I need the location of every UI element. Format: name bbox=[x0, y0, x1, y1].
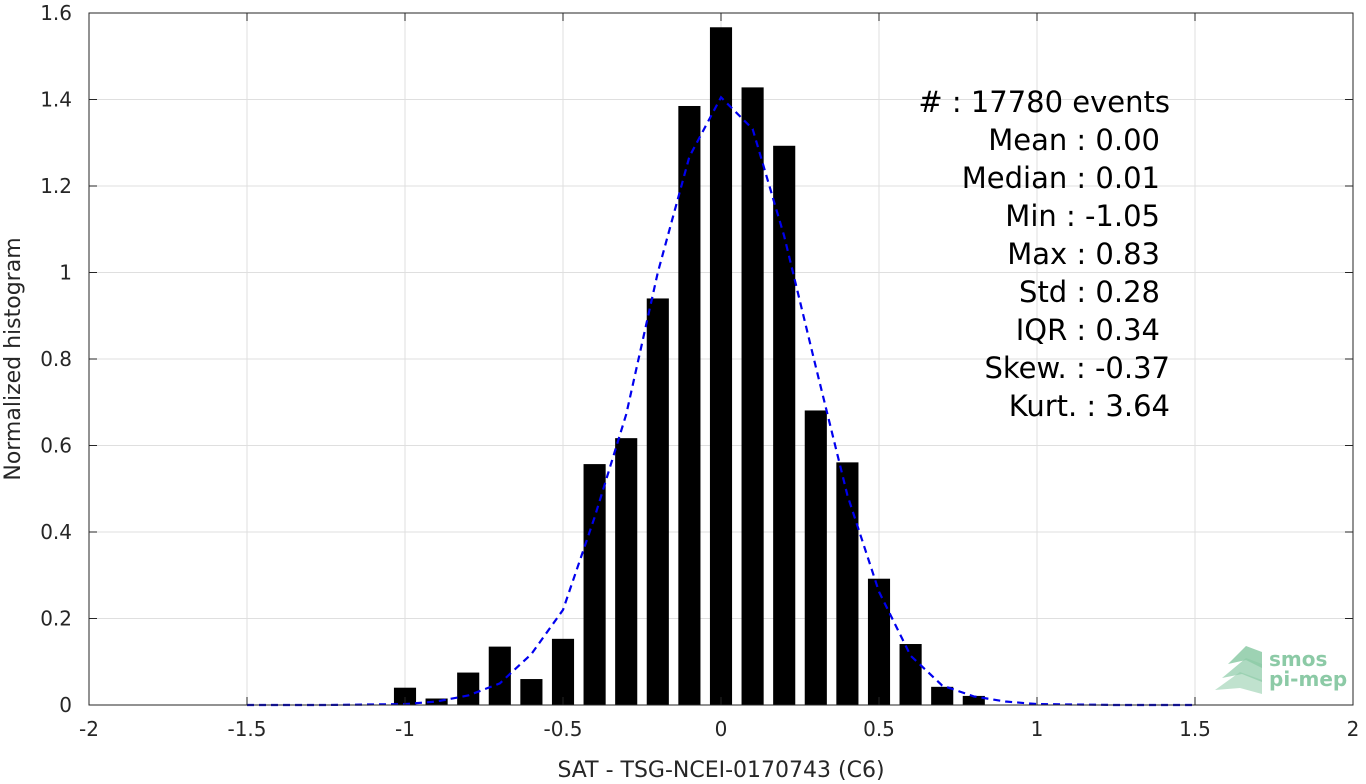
histogram-bar bbox=[836, 462, 859, 705]
y-tick-label: 0.2 bbox=[40, 607, 72, 631]
y-axis-label: Normalized histogram bbox=[1, 237, 26, 480]
y-tick-label: 1.2 bbox=[40, 174, 72, 198]
histogram-bars bbox=[393, 27, 985, 706]
histogram-bar bbox=[551, 638, 575, 705]
histogram-bar bbox=[962, 695, 985, 705]
y-tick-label: 0 bbox=[59, 693, 72, 717]
histogram-bar bbox=[931, 686, 954, 705]
y-tick-labels: 0 0.2 0.4 0.6 0.8 1 1.2 1.4 1.6 bbox=[40, 1, 72, 717]
y-tick-label: 1 bbox=[59, 261, 72, 285]
logo-line1: smos bbox=[1269, 647, 1327, 671]
y-tick-label: 0.4 bbox=[40, 520, 72, 544]
stat-line: Min : -1.05 bbox=[1005, 199, 1160, 233]
x-tick-label: 2 bbox=[1347, 717, 1360, 741]
histogram-bar bbox=[773, 145, 796, 706]
logo-mark-icon bbox=[1215, 646, 1262, 694]
x-tick-label: -1.5 bbox=[227, 717, 266, 741]
fit-curve bbox=[247, 95, 1195, 707]
x-tick-labels: -2 -1.5 -1 -0.5 0 0.5 1 1.5 2 bbox=[79, 717, 1359, 741]
histogram-bar bbox=[615, 438, 638, 705]
x-tick-label: -2 bbox=[79, 717, 99, 741]
stat-line: Kurt. : 3.64 bbox=[1009, 389, 1170, 423]
stat-line: # : 17780 events bbox=[918, 85, 1170, 119]
x-tick-label: 1.5 bbox=[1179, 717, 1211, 741]
x-tick-label: 1 bbox=[1031, 717, 1044, 741]
histogram-bar bbox=[867, 578, 891, 705]
stat-line: Median : 0.01 bbox=[962, 161, 1160, 195]
smos-pi-mep-logo: smos pi-mep bbox=[1215, 646, 1347, 694]
histogram-bar bbox=[520, 679, 543, 705]
x-tick-label: 0.5 bbox=[863, 717, 895, 741]
histogram-bar bbox=[425, 698, 448, 705]
statistics-annotation: # : 17780 events Mean : 0.00 Median : 0.01… bbox=[918, 85, 1170, 423]
histogram-bar bbox=[678, 105, 701, 706]
stat-line: Max : 0.83 bbox=[1007, 237, 1160, 271]
stat-line: IQR : 0.34 bbox=[1016, 313, 1160, 347]
logo-line2: pi-mep bbox=[1269, 667, 1347, 691]
x-tick-label: -0.5 bbox=[543, 717, 582, 741]
histogram-bar bbox=[646, 298, 669, 705]
x-tick-label: -1 bbox=[395, 717, 415, 741]
histogram-bar bbox=[457, 672, 480, 705]
histogram-bar bbox=[488, 646, 511, 705]
histogram-bar bbox=[741, 87, 764, 705]
stat-line: Skew. : -0.37 bbox=[984, 351, 1170, 385]
histogram-bar bbox=[709, 27, 733, 705]
stat-line: Std : 0.28 bbox=[1019, 275, 1160, 309]
histogram-bar bbox=[393, 687, 417, 705]
x-axis-label: SAT - TSG-NCEI-0170743 (C6) bbox=[557, 758, 884, 783]
axis-ticks bbox=[88, 12, 1354, 706]
y-tick-label: 1.6 bbox=[40, 1, 72, 25]
histogram-bar bbox=[899, 644, 922, 705]
y-tick-label: 0.8 bbox=[40, 347, 72, 371]
y-tick-label: 0.6 bbox=[40, 434, 72, 458]
histogram-bar bbox=[583, 464, 606, 705]
x-tick-label: 0 bbox=[715, 717, 728, 741]
y-tick-label: 1.4 bbox=[40, 88, 72, 112]
histogram-bar bbox=[804, 410, 827, 705]
stat-line: Mean : 0.00 bbox=[988, 123, 1160, 157]
